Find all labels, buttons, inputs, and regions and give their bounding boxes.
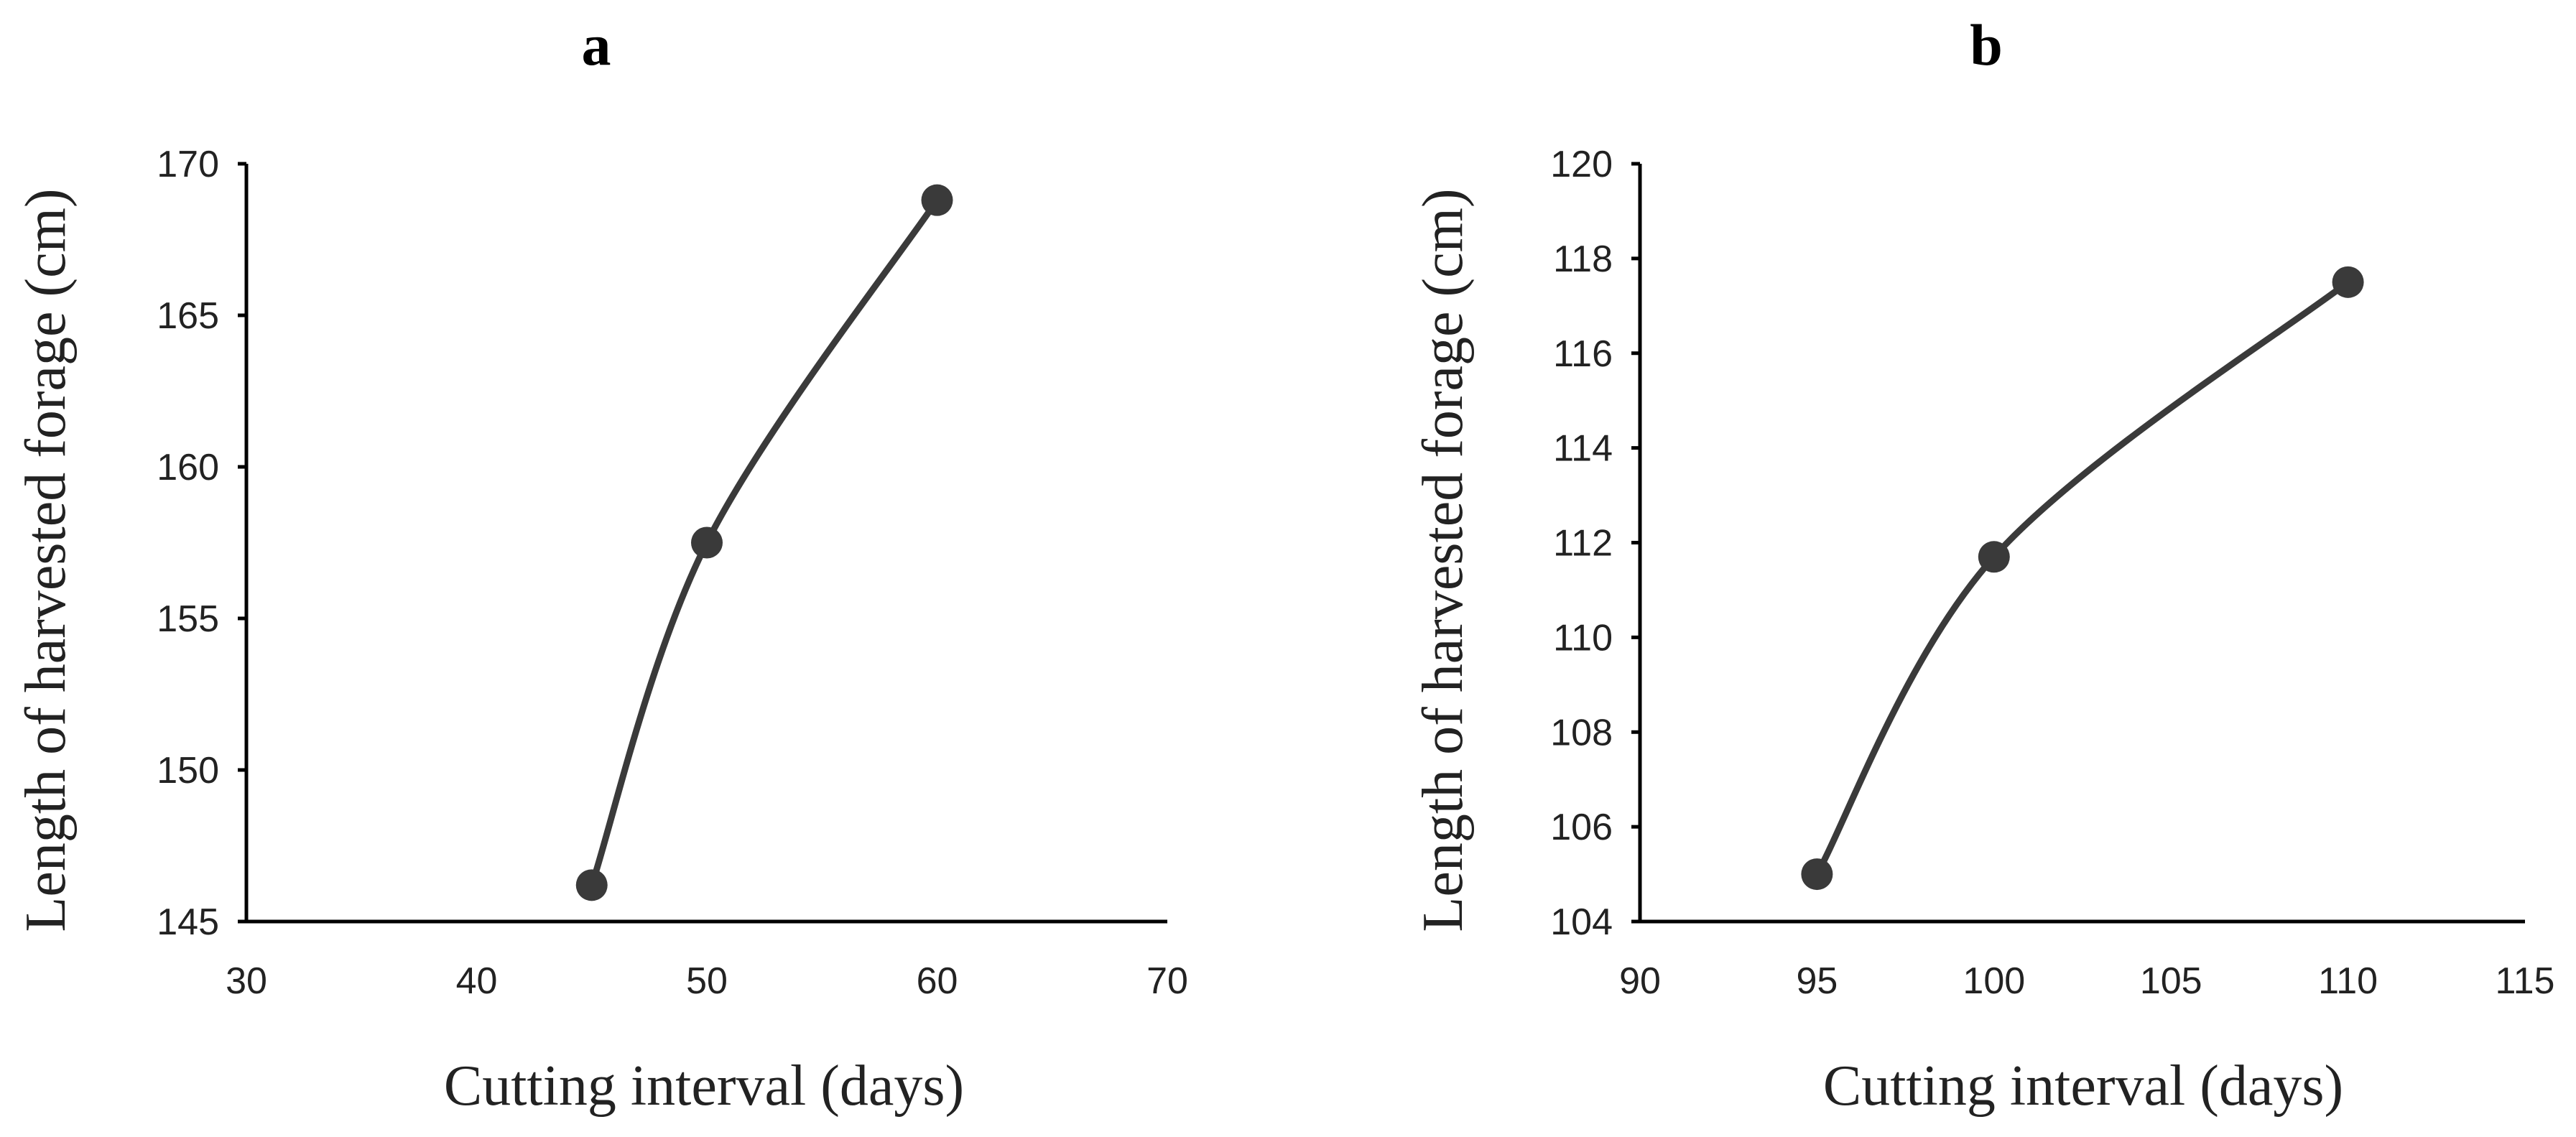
panel-title: a xyxy=(582,12,611,78)
x-tick-label: 110 xyxy=(2318,960,2378,1002)
data-point xyxy=(575,869,608,901)
data-point xyxy=(921,184,953,216)
x-tick-label: 40 xyxy=(456,960,498,1002)
x-tick-label: 30 xyxy=(226,960,267,1002)
y-tick-label: 120 xyxy=(1550,144,1613,185)
y-tick-label: 160 xyxy=(157,447,219,488)
chart-panel-a: a Length of harvested forage (cm) Cuttin… xyxy=(14,12,1188,1118)
y-tick-label: 170 xyxy=(157,144,219,185)
x-tick-label: 60 xyxy=(917,960,958,1002)
series-line xyxy=(1813,279,2352,878)
y-tick-label: 104 xyxy=(1550,901,1613,943)
x-tick-label: 115 xyxy=(2496,960,2555,1002)
x-tick-label: 100 xyxy=(1963,960,2025,1002)
panel-title: b xyxy=(1970,12,2003,78)
y-tick-label: 112 xyxy=(1553,523,1613,565)
y-tick-label: 118 xyxy=(1553,238,1613,280)
x-tick-label: 90 xyxy=(1619,960,1661,1002)
y-tick-label: 106 xyxy=(1550,807,1613,848)
y-tick-label: 150 xyxy=(157,750,219,792)
data-point xyxy=(2332,266,2364,298)
y-tick-label: 108 xyxy=(1550,712,1613,753)
y-tick-label: 155 xyxy=(157,598,219,640)
y-tick-label: 116 xyxy=(1553,333,1613,375)
data-point xyxy=(1801,858,1833,891)
series-line xyxy=(588,197,940,888)
chart-panel-b: b Length of harvested forage (cm) Cuttin… xyxy=(1412,12,2554,1118)
x-tick-label: 105 xyxy=(2140,960,2202,1002)
x-tick-label: 95 xyxy=(1796,960,1838,1002)
x-tick-label: 50 xyxy=(686,960,728,1002)
y-tick-label: 110 xyxy=(1553,617,1613,659)
y-axis-title: Length of harvested forage (cm) xyxy=(1412,188,1475,932)
x-axis-title: Cutting interval (days) xyxy=(1823,1054,2343,1118)
y-tick-label: 165 xyxy=(157,295,219,337)
y-axis-title: Length of harvested forage (cm) xyxy=(14,188,78,932)
x-tick-label: 70 xyxy=(1146,960,1188,1002)
y-tick-label: 145 xyxy=(157,901,219,943)
data-point xyxy=(691,526,723,559)
y-tick-label: 114 xyxy=(1553,428,1613,470)
x-axis-title: Cutting interval (days) xyxy=(444,1054,964,1118)
data-point xyxy=(1978,541,2010,573)
